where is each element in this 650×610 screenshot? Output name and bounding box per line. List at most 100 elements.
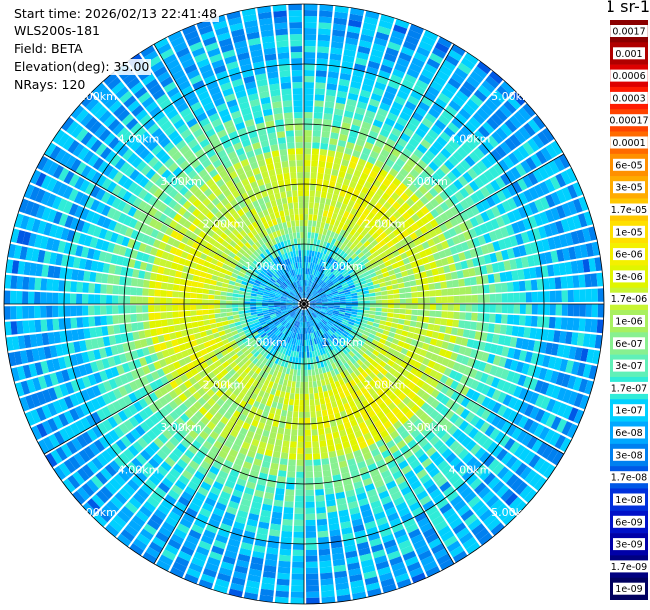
- beta-cell: [352, 215, 359, 224]
- beta-cell: [556, 205, 566, 219]
- beta-cell: [418, 185, 428, 195]
- beta-cell: [444, 220, 454, 230]
- beta-cell: [442, 59, 456, 72]
- beta-cell: [348, 387, 355, 395]
- beta-cell: [422, 527, 436, 539]
- beta-cell: [316, 316, 322, 321]
- beta-cell: [470, 379, 480, 390]
- beta-cell: [326, 345, 331, 352]
- beta-cell: [321, 354, 326, 361]
- beta-cell: [274, 357, 280, 365]
- beta-cell: [215, 534, 228, 544]
- beta-cell: [346, 374, 353, 382]
- beta-cell: [205, 329, 213, 336]
- beta-cell: [350, 419, 358, 427]
- beta-cell: [323, 286, 329, 291]
- beta-cell: [266, 399, 273, 407]
- beta-cell: [371, 339, 379, 346]
- beta-cell: [381, 304, 388, 308]
- beta-cell: [112, 295, 119, 304]
- beta-cell: [306, 286, 309, 293]
- beta-cell: [421, 96, 434, 107]
- beta-cell: [304, 387, 309, 394]
- beta-cell: [395, 411, 405, 420]
- beta-cell: [518, 387, 529, 400]
- beta-cell: [428, 510, 442, 522]
- beta-cell: [467, 168, 478, 180]
- beta-cell: [310, 238, 314, 245]
- beta-cell: [459, 287, 466, 295]
- beta-cell: [497, 391, 507, 404]
- beta-cell: [579, 304, 586, 317]
- beta-cell: [523, 489, 538, 504]
- beta-cell: [317, 233, 323, 241]
- beta-cell: [384, 260, 392, 267]
- beta-cell: [138, 270, 146, 279]
- beta-cell: [292, 561, 304, 568]
- beta-cell: [529, 267, 537, 279]
- beta-cell: [570, 260, 579, 274]
- beta-cell: [336, 448, 345, 457]
- beta-cell: [462, 80, 477, 93]
- beta-cell: [341, 332, 348, 338]
- beta-cell: [483, 233, 492, 244]
- beta-cell: [178, 285, 186, 292]
- beta-cell: [483, 513, 497, 527]
- beta-cell: [220, 312, 227, 318]
- beta-cell: [346, 266, 353, 272]
- beta-cell: [513, 399, 524, 412]
- beta-cell: [392, 289, 400, 294]
- beta-cell: [317, 336, 322, 344]
- beta-cell: [397, 260, 405, 267]
- beta-cell: [386, 425, 396, 435]
- beta-cell: [367, 346, 375, 353]
- beta-cell: [273, 499, 284, 507]
- beta-cell: [333, 564, 347, 573]
- beta-cell: [523, 376, 533, 389]
- beta-cell: [424, 91, 437, 102]
- beta-cell: [405, 337, 413, 345]
- beta-cell: [177, 550, 192, 562]
- beta-cell: [10, 321, 18, 335]
- beta-cell: [556, 387, 567, 401]
- beta-cell: [476, 61, 492, 75]
- beta-cell: [559, 331, 567, 344]
- beta-cell: [339, 299, 346, 302]
- beta-cell: [436, 498, 449, 510]
- beta-cell: [320, 584, 335, 592]
- beta-cell: [407, 561, 422, 573]
- beta-cell: [342, 477, 353, 486]
- beta-cell: [101, 273, 109, 284]
- beta-cell: [419, 195, 430, 205]
- beta-cell: [338, 460, 348, 469]
- beta-cell: [517, 415, 529, 429]
- beta-cell: [437, 266, 445, 275]
- beta-cell: [202, 288, 210, 294]
- beta-cell: [341, 397, 348, 405]
- beta-cell: [317, 343, 322, 350]
- beta-cell: [579, 244, 589, 258]
- beta-cell: [323, 372, 329, 380]
- beta-cell: [440, 281, 448, 289]
- beta-cell: [328, 329, 334, 335]
- beta-cell: [323, 353, 329, 360]
- beta-cell: [560, 276, 568, 289]
- beta-cell: [357, 306, 364, 310]
- beta-cell: [492, 241, 501, 252]
- beta-cell: [423, 134, 435, 145]
- beta-cell: [344, 328, 351, 334]
- beta-cell: [335, 96, 347, 105]
- beta-cell: [362, 167, 372, 176]
- beta-cell: [232, 489, 243, 498]
- beta-cell: [291, 423, 298, 430]
- beta-cell: [510, 166, 522, 180]
- beta-cell: [317, 323, 322, 329]
- beta-cell: [249, 469, 259, 478]
- beta-cell: [161, 326, 169, 334]
- beta-cell: [333, 300, 340, 303]
- beta-cell: [509, 336, 518, 348]
- beta-cell: [320, 221, 326, 229]
- beta-cell: [188, 502, 201, 513]
- beta-cell: [304, 64, 315, 71]
- beta-cell: [124, 305, 131, 314]
